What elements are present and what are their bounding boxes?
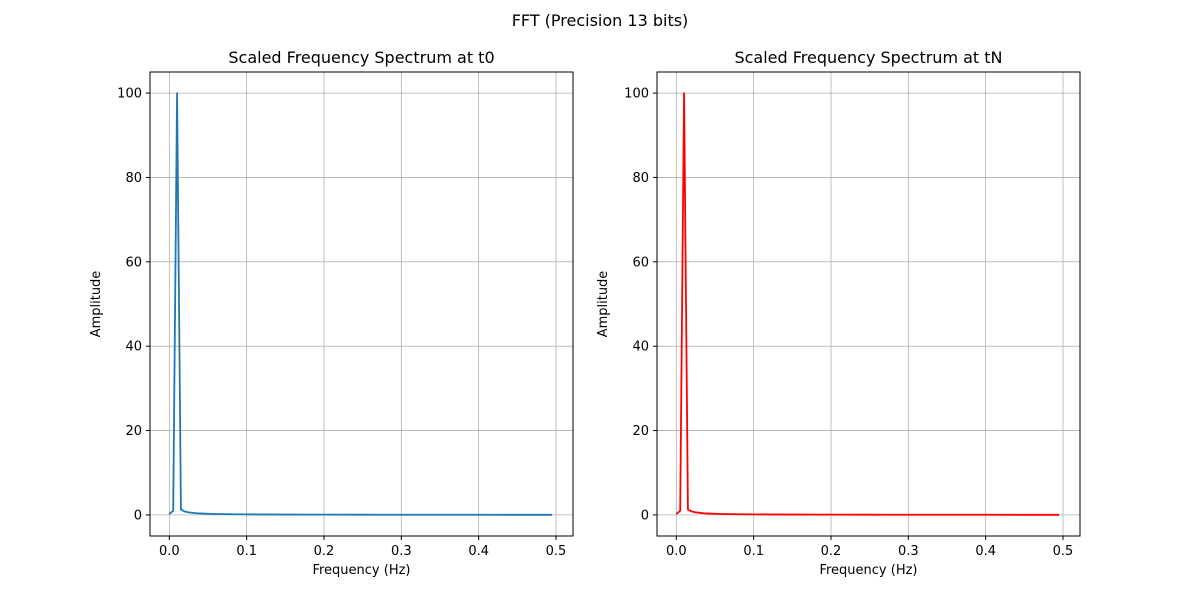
y-tick-label: 80 xyxy=(125,171,142,186)
figure-suptitle: FFT (Precision 13 bits) xyxy=(512,11,689,30)
axes-frame xyxy=(656,71,1081,537)
y-tick-label: 60 xyxy=(125,255,142,270)
y-tick-label: 40 xyxy=(632,340,649,355)
left-chart-axes: 0.0 0.1 0.2 0.3 0.4 0.5 0 20 40 60 80 100 Scaled Fre… xyxy=(89,48,574,578)
x-tick-label: 0.4 xyxy=(975,544,996,559)
axes-frame xyxy=(149,71,574,537)
y-axis-label: Amplitude xyxy=(89,271,104,338)
y-tick-label: 80 xyxy=(632,171,649,186)
y-tick-label: 0 xyxy=(641,508,649,523)
y-tick-label: 0 xyxy=(134,508,142,523)
x-tick-label: 0.2 xyxy=(314,544,335,559)
x-tick-label: 0.5 xyxy=(1053,544,1074,559)
x-axis-label: Frequency (Hz) xyxy=(312,563,410,578)
x-tick-label: 0.0 xyxy=(159,544,180,559)
x-axis-label: Frequency (Hz) xyxy=(819,563,917,578)
series-line xyxy=(675,92,1060,516)
chart-title: Scaled Frequency Spectrum at tN xyxy=(734,48,1002,67)
y-tick-label: 60 xyxy=(632,255,649,270)
y-tick-label: 100 xyxy=(117,87,142,102)
y-tick-label: 40 xyxy=(125,340,142,355)
y-tick-label: 20 xyxy=(125,424,142,439)
chart-title: Scaled Frequency Spectrum at t0 xyxy=(228,48,494,67)
x-tick-label: 0.2 xyxy=(821,544,842,559)
right-chart-axes: 0.0 0.1 0.2 0.3 0.4 0.5 0 20 40 60 80 100 Scaled Fre… xyxy=(596,48,1081,578)
x-tick-label: 0.0 xyxy=(666,544,687,559)
x-tick-label: 0.3 xyxy=(391,544,412,559)
x-tick-label: 0.3 xyxy=(898,544,919,559)
x-tick-label: 0.1 xyxy=(236,544,257,559)
x-tick-label: 0.4 xyxy=(468,544,489,559)
x-tick-label: 0.5 xyxy=(546,544,567,559)
y-axis-label: Amplitude xyxy=(596,271,611,338)
y-tick-label: 20 xyxy=(632,424,649,439)
series-line xyxy=(168,92,553,516)
y-tick-label: 100 xyxy=(624,87,649,102)
x-tick-label: 0.1 xyxy=(743,544,764,559)
